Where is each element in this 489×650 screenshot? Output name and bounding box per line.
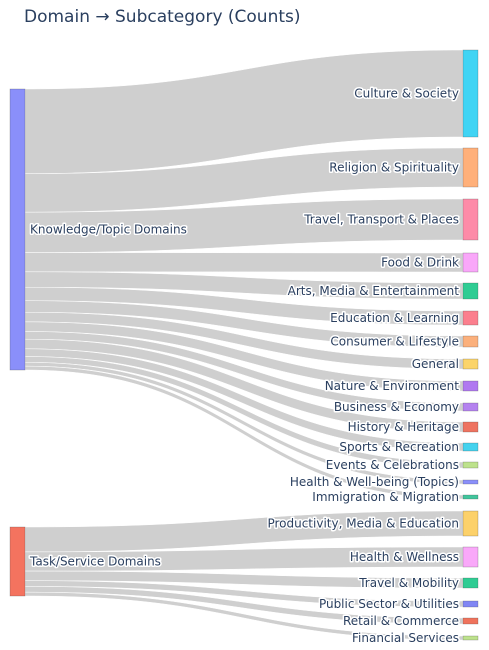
node-public-sector-utilities: [462, 600, 479, 608]
chart-title: Domain → Subcategory (Counts): [24, 7, 301, 27]
label-task-service-domains: Task/Service Domains: [29, 555, 161, 569]
label-consumer-lifestyle: Consumer & Lifestyle: [330, 335, 459, 349]
node-food-drink: [462, 252, 479, 273]
label-nature-environment: Nature & Environment: [325, 379, 460, 393]
node-religion-spirituality: [462, 147, 479, 188]
node-nature-environment: [462, 380, 479, 392]
node-arts-media-entertainment: [462, 282, 479, 300]
node-health-well-being-topics: [462, 479, 479, 485]
label-food-drink: Food & Drink: [381, 256, 459, 270]
label-immigration-migration: Immigration & Migration: [312, 490, 459, 504]
node-task-service-domains: [9, 526, 26, 597]
label-health-well-being-topics: Health & Well-being (Topics): [290, 475, 459, 489]
node-education-learning: [462, 310, 479, 326]
node-history-heritage: [462, 421, 479, 433]
node-sports-recreation: [462, 442, 479, 452]
node-productivity-media-education: [462, 510, 479, 537]
node-business-economy: [462, 402, 479, 412]
label-education-learning: Education & Learning: [330, 311, 459, 325]
label-health-wellness: Health & Wellness: [350, 550, 459, 564]
label-travel-mobility: Travel & Mobility: [358, 576, 459, 590]
label-retail-commerce: Retail & Commerce: [343, 614, 459, 628]
sankey-nodes: [9, 49, 479, 641]
node-financial-services: [462, 635, 479, 641]
sankey-labels: Knowledge/Topic Domains Task/Service Doma…: [28, 85, 461, 647]
label-sports-recreation: Sports & Recreation: [339, 440, 459, 454]
label-travel-transport-places: Travel, Transport & Places: [303, 213, 459, 227]
node-general: [462, 358, 479, 370]
node-retail-commerce: [462, 617, 479, 625]
label-financial-services: Financial Services: [352, 631, 459, 645]
label-knowledge-topic-domains: Knowledge/Topic Domains: [30, 223, 187, 237]
node-immigration-migration: [462, 494, 479, 500]
node-knowledge-topic-domains: [9, 88, 26, 371]
label-religion-spirituality: Religion & Spirituality: [329, 161, 459, 175]
label-productivity-media-education: Productivity, Media & Education: [267, 517, 459, 531]
label-general: General: [412, 357, 459, 371]
node-consumer-lifestyle: [462, 335, 479, 348]
node-events-celebrations: [462, 461, 479, 469]
label-arts-media-entertainment: Arts, Media & Entertainment: [288, 284, 460, 298]
label-culture-society: Culture & Society: [354, 87, 459, 101]
label-events-celebrations: Events & Celebrations: [326, 458, 459, 472]
label-public-sector-utilities: Public Sector & Utilities: [319, 597, 459, 611]
label-history-heritage: History & Heritage: [348, 420, 459, 434]
node-health-wellness: [462, 546, 479, 568]
node-travel-mobility: [462, 577, 479, 589]
node-travel-transport-places: [462, 198, 479, 241]
label-business-economy: Business & Economy: [334, 400, 459, 414]
node-culture-society: [462, 49, 479, 138]
sankey-links: [24, 49, 464, 641]
